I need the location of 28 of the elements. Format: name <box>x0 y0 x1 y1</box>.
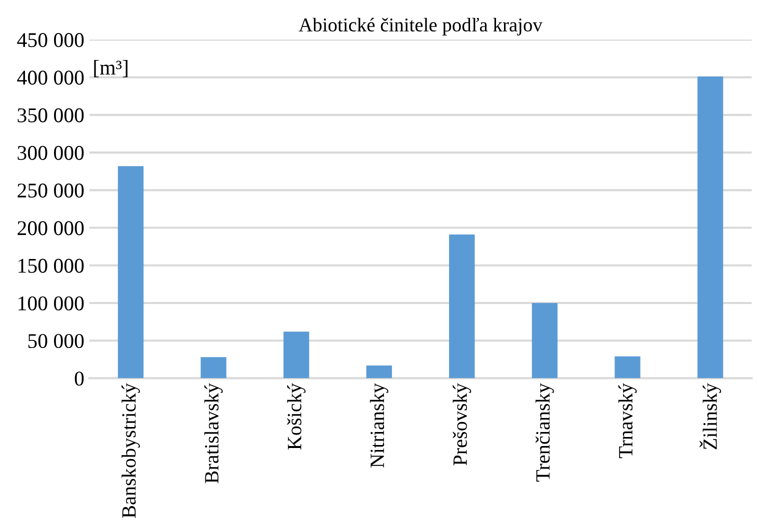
y-tick-label: 300 000 <box>18 146 84 160</box>
bar <box>118 166 144 378</box>
y-tick-label: 100 000 <box>18 296 84 310</box>
y-tick-label: 250 000 <box>18 184 84 198</box>
bar <box>449 234 475 378</box>
x-tick-label: Trnavský <box>618 383 637 458</box>
x-tick-label: Trenčiansky <box>536 383 554 482</box>
x-tick-label: Banskobystrický <box>122 383 140 518</box>
bar <box>366 365 392 378</box>
chart-title: Abiotické činitele podľa krajov <box>298 18 542 36</box>
x-tick-label: Prešovský <box>452 383 472 466</box>
bar <box>697 76 724 378</box>
bar <box>614 356 640 378</box>
y-tick-label: 400 000 <box>17 70 84 85</box>
x-tick-label: Nitriansky <box>370 383 388 468</box>
bar <box>200 357 226 378</box>
x-tick-label: Žilinský <box>700 383 722 450</box>
y-tick-label: 150 000 <box>18 258 84 273</box>
y-axis-title: [m³] <box>94 60 128 78</box>
bar <box>532 303 558 378</box>
y-tick-label: 450 000 <box>17 33 84 48</box>
bar <box>283 332 310 378</box>
y-tick-label: 0 <box>74 372 84 386</box>
y-tick-label: 200 000 <box>18 221 84 236</box>
x-tick-label: Košický <box>287 383 306 450</box>
y-tick-label: 350 000 <box>18 108 84 122</box>
y-tick-label: 50 000 <box>28 334 84 348</box>
x-tick-label: Bratislavský <box>204 383 223 484</box>
